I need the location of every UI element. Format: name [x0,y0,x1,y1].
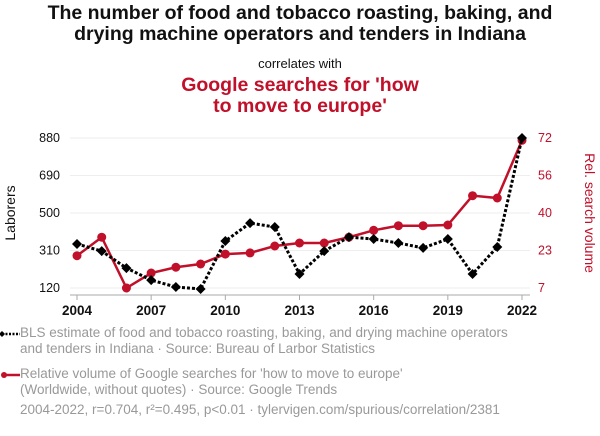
y-ticks-left: 880 690 500 310 120 [39,131,60,295]
y-tick-label: 120 [39,281,60,295]
legend-item-searches: Relative volume of Google searches for '… [1,366,403,398]
data-point-laborers [96,246,107,257]
series-laborers [72,133,527,294]
x-tick-label: 2004 [62,303,93,318]
grid-lines [70,137,530,289]
x-tick-label: 2013 [284,303,315,318]
y-tick-label: 500 [39,206,60,220]
data-point-searches [146,268,156,278]
legend-text-laborers-1: BLS estimate of food and tobacco roastin… [20,325,508,340]
data-point-laborers [121,263,132,274]
series-line-searches [76,139,524,290]
data-point-searches [295,238,304,248]
data-point-laborers [418,242,429,253]
y-tick-label: 880 [39,131,60,145]
data-point-searches [270,241,280,251]
legend-text-searches-2: (Worldwide, without quotes) · Source: Go… [20,382,338,397]
y2-tick-label: 40 [538,206,552,220]
chart-subtitle: Google searches for 'how to move to euro… [0,75,600,117]
data-point-laborers [195,283,206,294]
data-point-laborers [319,246,330,257]
data-point-laborers [294,268,305,279]
data-point-laborers [517,133,527,143]
data-point-searches [319,238,329,248]
y-ticks-right: 72 56 40 23 7 [538,131,552,295]
data-point-searches [97,232,107,242]
data-point-laborers [393,238,404,248]
legend-marker-laborers [0,331,20,337]
x-tick-label: 2007 [136,303,166,318]
footer-stats: 2004-2022, r=0.704, r²=0.495, p<0.01 · t… [20,402,500,417]
x-ticks: 2004 2007 2010 2013 2016 2019 2022 [62,295,537,318]
y2-axis-label: Rel. search volume [582,153,598,273]
chart-title-line1: The number of food and tobacco roasting,… [47,2,553,24]
chart-subtitle-line1: Google searches for 'how [181,74,419,96]
data-point-laborers [467,268,478,279]
x-tick-label: 2010 [210,303,240,318]
legend-item-laborers: BLS estimate of food and tobacco roastin… [0,325,508,357]
data-point-laborers [269,222,280,233]
chart-title-line2: drying machine operators and tenders in … [74,23,526,45]
data-point-searches [468,191,478,201]
data-point-laborers [442,234,453,245]
data-point-searches [220,249,230,259]
data-point-searches [245,248,255,258]
data-point-searches [443,220,453,230]
y2-tick-label: 23 [538,244,552,258]
data-point-laborers [146,275,157,286]
data-point-searches [171,262,181,272]
correlates-label: correlates with [258,56,342,71]
legend-text-laborers-2: and tenders in Indiana · Source: Bureau … [20,341,375,356]
x-tick-label: 2022 [507,303,537,318]
data-point-laborers [170,282,181,293]
data-point-searches [72,251,82,261]
y-tick-label: 310 [39,244,60,258]
data-point-laborers [368,234,379,245]
data-point-searches [121,283,131,293]
chart-subtitle-line2: to move to europe' [213,95,387,117]
series-google-searches [72,135,527,293]
chart-title: The number of food and tobacco roasting,… [0,3,600,45]
x-tick-label: 2016 [359,303,390,318]
chart-plot: 2004 2007 2010 2013 2016 2019 2022 880 690 500 31… [2,131,598,318]
data-point-laborers [343,232,354,243]
y2-tick-label: 7 [538,281,545,295]
legend-marker-searches [1,372,20,378]
y2-tick-label: 72 [538,131,552,145]
data-point-searches [393,221,403,231]
legend-text-searches-1: Relative volume of Google searches for '… [20,366,403,381]
y-tick-label: 690 [39,169,60,183]
x-tick-label: 2019 [433,303,463,318]
y2-tick-label: 56 [538,169,552,183]
data-point-laborers [220,236,231,247]
data-point-laborers [492,241,503,252]
data-point-searches [196,259,206,269]
data-point-searches [492,193,502,203]
data-point-searches [418,221,428,231]
data-point-searches [369,225,379,235]
data-point-laborers [245,218,256,229]
y-axis-label: Laborers [2,185,18,240]
data-point-laborers [72,238,82,249]
